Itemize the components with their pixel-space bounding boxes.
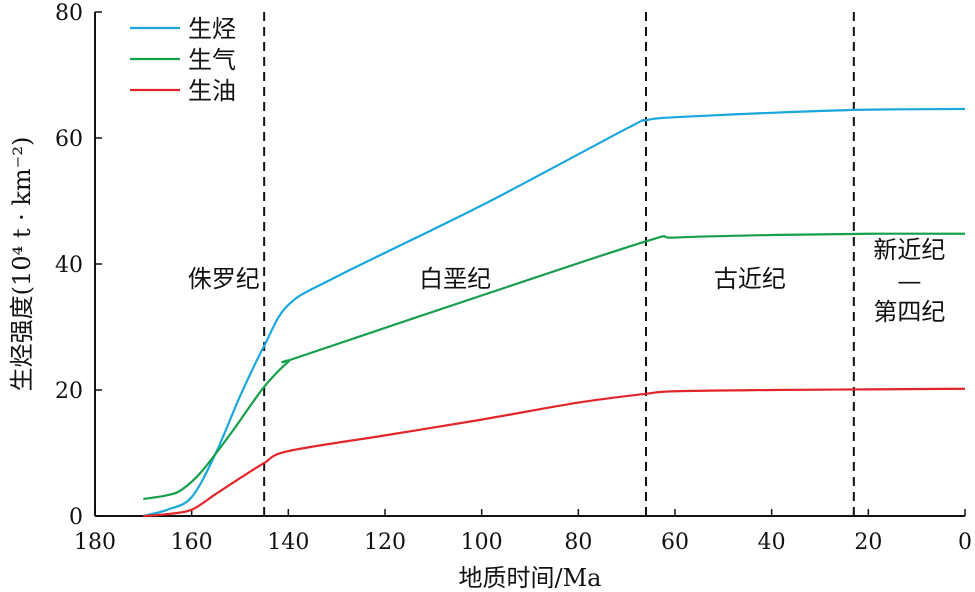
x-axis-label: 地质时间/Ma (459, 564, 602, 592)
y-tick-label: 0 (69, 505, 83, 530)
period-label: 白垩纪 (419, 265, 491, 293)
x-tick-label: 0 (958, 530, 972, 555)
x-tick-label: 20 (854, 530, 882, 555)
series-line-2 (143, 232, 966, 501)
x-tick-label: 80 (564, 530, 592, 555)
x-tick-label: 60 (661, 530, 689, 555)
period-label: 新近纪 (873, 236, 945, 264)
period-label: 第四纪 (873, 298, 945, 326)
legend-label: 生气 (188, 46, 236, 74)
y-axis-label: 生烃强度(10⁴ t · km⁻²) (8, 137, 36, 392)
y-tick-label: 60 (55, 127, 83, 152)
x-tick-label: 140 (267, 530, 309, 555)
x-tick-label: 40 (758, 530, 786, 555)
period-label: 侏罗纪 (188, 265, 260, 293)
y-tick-label: 80 (55, 1, 83, 26)
x-tick-label: 100 (461, 530, 503, 555)
x-tick-label: 120 (364, 530, 406, 555)
legend-label: 生烃 (188, 15, 236, 43)
y-tick-label: 20 (55, 379, 83, 404)
series-line-3 (143, 387, 966, 518)
period-label: 古近纪 (714, 265, 786, 293)
period-label: — (897, 267, 921, 295)
series-line-1 (143, 107, 966, 518)
x-tick-label: 180 (74, 530, 116, 555)
x-tick-label: 160 (171, 530, 213, 555)
y-tick-label: 40 (55, 253, 83, 278)
legend-label: 生油 (188, 77, 236, 105)
